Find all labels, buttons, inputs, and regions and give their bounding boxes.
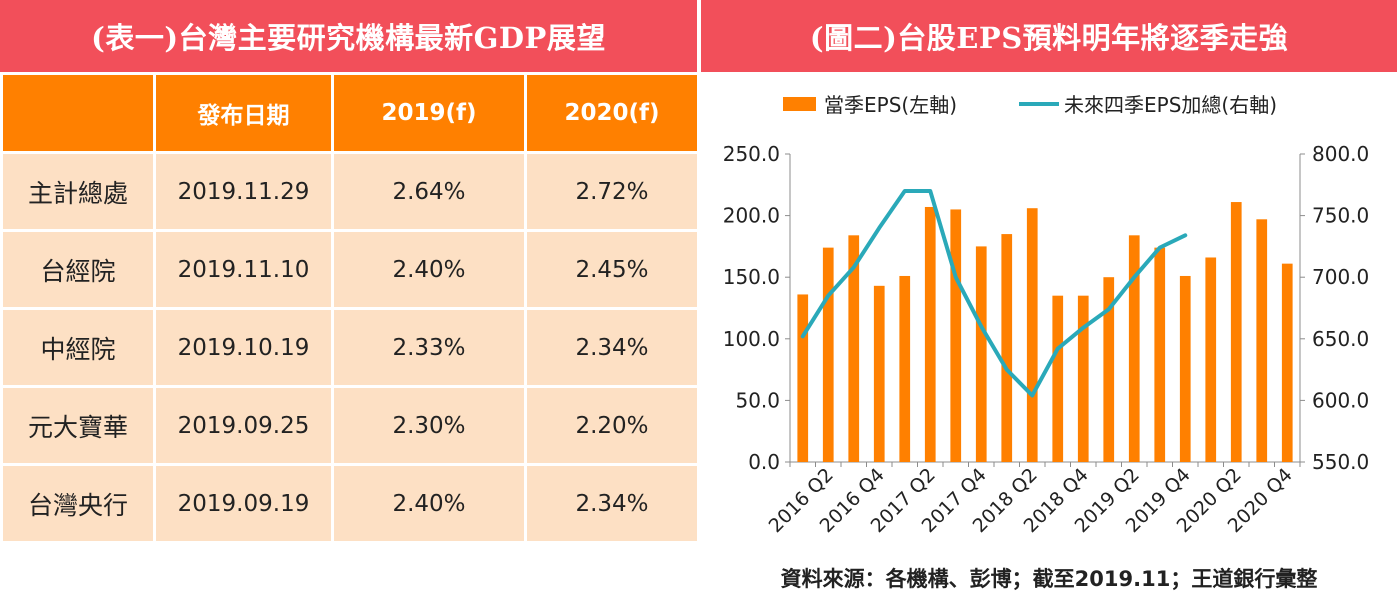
forecast-2019-cell: 2.64%: [331, 151, 527, 232]
forecast-2020-cell: 2.72%: [524, 151, 700, 232]
forecast-2019-cell: 2.40%: [331, 463, 527, 544]
eps-bar: [899, 275, 911, 462]
table-header-row: 發布日期 2019(f) 2020(f): [0, 72, 700, 154]
table-row: 台灣央行 2019.09.19 2.40% 2.34%: [0, 463, 700, 544]
source-note: 資料來源：各機構、彭博；截至2019.11；王道銀行彙整: [780, 567, 1318, 591]
eps-bar: [975, 246, 987, 462]
right-y-tick-label: 750.0: [1312, 204, 1369, 228]
eps-bar: [1179, 275, 1191, 462]
gdp-forecast-table: 發布日期 2019(f) 2020(f) 主計總處 2019.11.29 2.6…: [0, 72, 700, 544]
institution-cell: 主計總處: [0, 151, 156, 232]
eps-bar: [1205, 257, 1217, 462]
eps-bar: [1154, 247, 1166, 462]
eps-bar: [1103, 277, 1115, 462]
institution-cell: 元大寶華: [0, 385, 156, 466]
date-cell: 2019.11.29: [153, 151, 334, 232]
date-cell: 2019.10.19: [153, 307, 334, 388]
eps-bar: [1281, 263, 1293, 462]
date-cell: 2019.09.25: [153, 385, 334, 466]
left-y-tick-label: 150.0: [723, 265, 780, 289]
forward-eps-line: [800, 188, 1188, 398]
eps-bar: [1128, 235, 1140, 462]
forecast-2019-cell: 2.33%: [331, 307, 527, 388]
header-2020-forecast: 2020(f): [524, 72, 700, 154]
table-row: 主計總處 2019.11.29 2.64% 2.72%: [0, 151, 700, 232]
table-title: (表一)台灣主要研究機構最新GDP展望: [0, 0, 697, 72]
eps-bar: [950, 209, 962, 462]
legend-line-label: 未來四季EPS加總(右軸): [1064, 93, 1277, 117]
eps-bar: [1026, 208, 1038, 462]
right-y-tick-label: 550.0: [1312, 450, 1369, 474]
eps-chart: 0.0 50.0 100.0 150.0 200.0 250.0 550.0 600.0 650…: [723, 93, 1370, 537]
chart-title: (圖二)台股EPS預料明年將逐季走強: [701, 0, 1397, 72]
eps-bar: [924, 206, 936, 462]
forecast-2019-cell: 2.40%: [331, 229, 527, 310]
institution-cell: 中經院: [0, 307, 156, 388]
institution-cell: 台灣央行: [0, 463, 156, 544]
header-2019-forecast: 2019(f): [331, 72, 527, 154]
left-y-tick-label: 200.0: [723, 204, 780, 228]
institution-cell: 台經院: [0, 229, 156, 310]
eps-bar: [1256, 219, 1268, 462]
eps-bar: [1052, 295, 1064, 462]
header-release-date: 發布日期: [153, 72, 334, 154]
table-row: 中經院 2019.10.19 2.33% 2.34%: [0, 307, 700, 388]
date-cell: 2019.11.10: [153, 229, 334, 310]
eps-bar: [1077, 295, 1089, 462]
eps-bar: [1230, 202, 1242, 462]
forecast-2020-cell: 2.45%: [524, 229, 700, 310]
eps-bar: [848, 235, 860, 462]
right-y-tick-label: 600.0: [1312, 388, 1369, 412]
date-cell: 2019.09.19: [153, 463, 334, 544]
forecast-2020-cell: 2.34%: [524, 307, 700, 388]
table-row: 元大寶華 2019.09.25 2.30% 2.20%: [0, 385, 700, 466]
eps-bar: [822, 247, 834, 462]
eps-chart-panel: (圖二)台股EPS預料明年將逐季走強 0.0 50.0 100.0 150.0 200.…: [701, 0, 1397, 609]
table-row: 台經院 2019.11.10 2.40% 2.45%: [0, 229, 700, 310]
left-y-tick-label: 100.0: [723, 327, 780, 351]
left-y-tick-label: 250.0: [723, 142, 780, 166]
forecast-2020-cell: 2.20%: [524, 385, 700, 466]
legend-bar-swatch: [783, 97, 816, 111]
left-y-tick-label: 50.0: [735, 388, 780, 412]
right-y-tick-label: 700.0: [1312, 265, 1369, 289]
right-y-tick-label: 650.0: [1312, 327, 1369, 351]
forecast-2020-cell: 2.34%: [524, 463, 700, 544]
eps-bar: [1001, 234, 1013, 462]
legend-bar-label: 當季EPS(左軸): [824, 93, 957, 117]
header-institution: [0, 72, 156, 154]
forecast-2019-cell: 2.30%: [331, 385, 527, 466]
eps-bar: [797, 294, 809, 462]
right-y-tick-label: 800.0: [1312, 142, 1369, 166]
gdp-outlook-panel: (表一)台灣主要研究機構最新GDP展望 發布日期 2019(f) 2020(f)…: [0, 0, 700, 609]
left-y-tick-label: 0.0: [748, 450, 780, 474]
eps-bar: [873, 285, 885, 462]
